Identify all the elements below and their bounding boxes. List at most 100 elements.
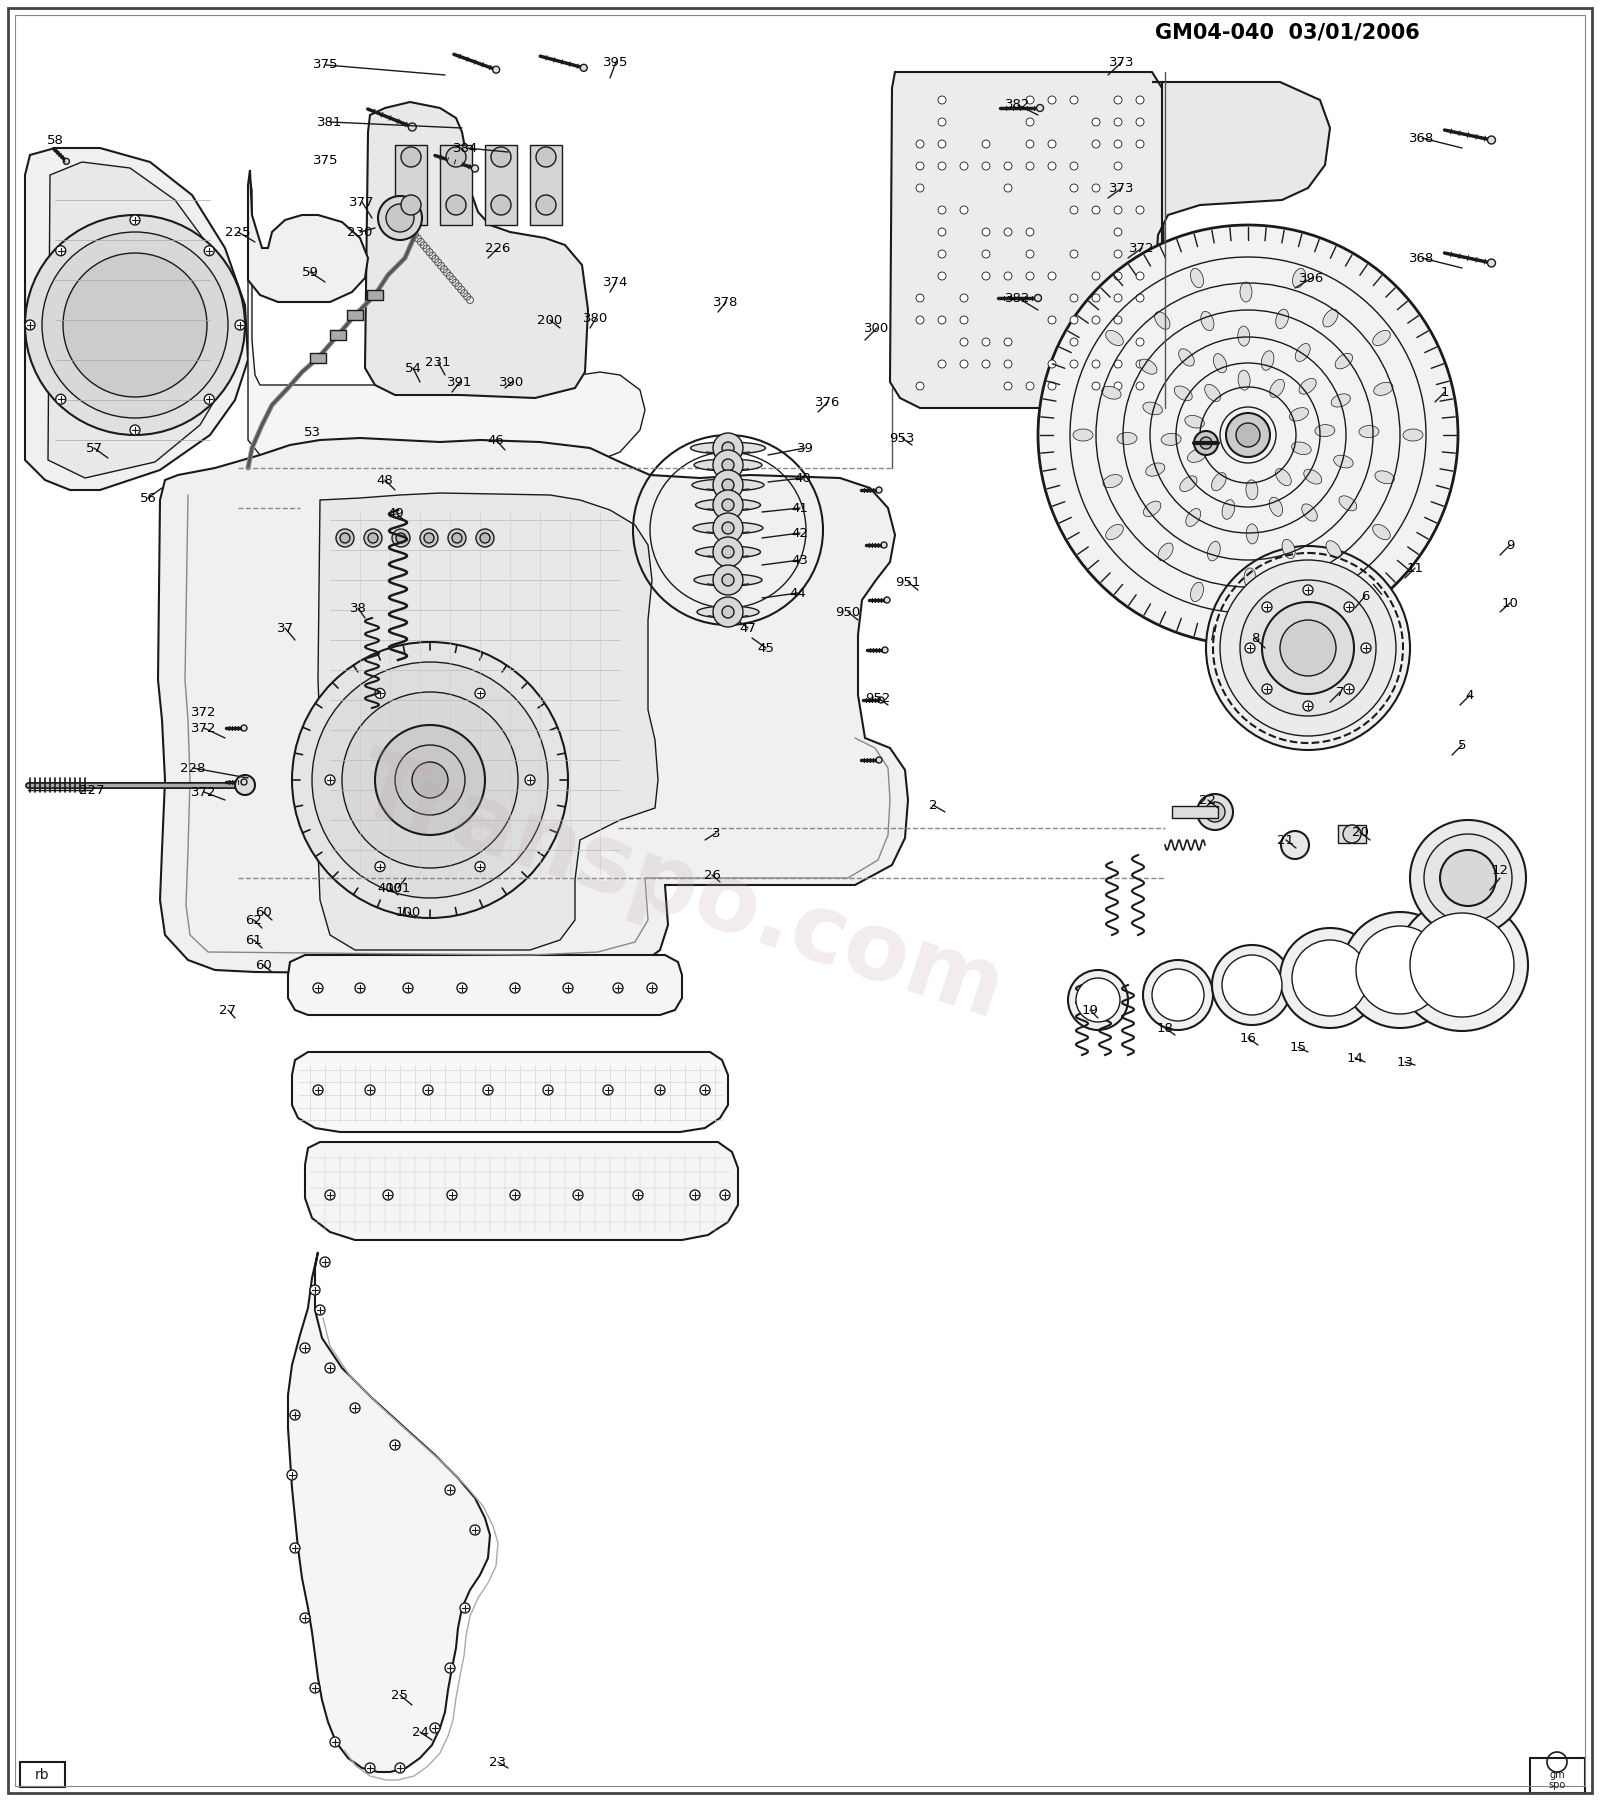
Circle shape — [982, 140, 990, 148]
Circle shape — [878, 697, 883, 702]
Circle shape — [1302, 701, 1314, 711]
Circle shape — [1005, 272, 1013, 279]
Circle shape — [960, 339, 968, 346]
Circle shape — [493, 67, 499, 74]
Circle shape — [1026, 250, 1034, 258]
Text: 56: 56 — [139, 492, 157, 504]
Circle shape — [56, 245, 66, 256]
Circle shape — [1280, 620, 1336, 675]
Bar — [366, 290, 382, 301]
Circle shape — [130, 214, 139, 225]
Circle shape — [1136, 360, 1144, 367]
Circle shape — [1048, 315, 1056, 324]
Ellipse shape — [1261, 351, 1274, 371]
Text: 15: 15 — [1290, 1041, 1307, 1054]
Ellipse shape — [1238, 371, 1250, 391]
Text: 391: 391 — [448, 375, 472, 389]
Ellipse shape — [1315, 425, 1334, 436]
Circle shape — [1091, 315, 1101, 324]
Circle shape — [1070, 184, 1078, 193]
Circle shape — [1136, 339, 1144, 346]
Ellipse shape — [1102, 385, 1122, 400]
Text: 200: 200 — [538, 313, 563, 326]
Polygon shape — [306, 1142, 738, 1241]
Ellipse shape — [1290, 407, 1309, 421]
Circle shape — [960, 315, 968, 324]
Circle shape — [458, 983, 467, 992]
Circle shape — [1114, 119, 1122, 126]
Circle shape — [1293, 940, 1368, 1016]
Circle shape — [56, 394, 66, 403]
Ellipse shape — [1334, 456, 1354, 468]
Circle shape — [938, 229, 946, 236]
Circle shape — [613, 983, 622, 992]
Circle shape — [491, 195, 510, 214]
Ellipse shape — [1200, 312, 1214, 331]
Circle shape — [938, 272, 946, 279]
Circle shape — [378, 196, 422, 240]
Polygon shape — [1152, 83, 1330, 358]
Circle shape — [26, 321, 35, 330]
Ellipse shape — [1144, 501, 1162, 517]
Circle shape — [368, 533, 378, 542]
Circle shape — [397, 533, 406, 542]
Circle shape — [714, 470, 742, 501]
Text: 45: 45 — [757, 641, 774, 654]
Circle shape — [938, 360, 946, 367]
Text: 368: 368 — [1410, 131, 1435, 144]
Circle shape — [325, 1363, 334, 1372]
Ellipse shape — [1331, 394, 1350, 407]
Ellipse shape — [691, 441, 765, 454]
Circle shape — [1342, 911, 1458, 1028]
Text: 49: 49 — [387, 506, 405, 519]
Ellipse shape — [1179, 349, 1194, 366]
Circle shape — [1005, 382, 1013, 391]
Circle shape — [720, 1190, 730, 1199]
Ellipse shape — [1270, 380, 1285, 398]
Circle shape — [402, 148, 421, 167]
Circle shape — [448, 529, 466, 548]
Text: 54: 54 — [405, 362, 421, 375]
Text: 40: 40 — [795, 472, 811, 484]
Text: 47: 47 — [739, 621, 757, 634]
Ellipse shape — [1269, 497, 1283, 517]
Circle shape — [290, 1543, 301, 1552]
Circle shape — [1005, 229, 1013, 236]
Circle shape — [510, 983, 520, 992]
Circle shape — [1302, 585, 1314, 594]
Text: 11: 11 — [1406, 562, 1424, 575]
Circle shape — [320, 1257, 330, 1266]
Circle shape — [1114, 294, 1122, 303]
Circle shape — [510, 1190, 520, 1199]
Circle shape — [938, 250, 946, 258]
Circle shape — [1026, 272, 1034, 279]
Ellipse shape — [1374, 382, 1394, 396]
Circle shape — [339, 533, 350, 542]
Circle shape — [1342, 825, 1362, 843]
Circle shape — [1114, 140, 1122, 148]
Circle shape — [235, 321, 245, 330]
Circle shape — [365, 529, 382, 548]
Ellipse shape — [698, 605, 758, 618]
Circle shape — [1091, 360, 1101, 367]
Text: 3: 3 — [712, 827, 720, 839]
Text: 24: 24 — [411, 1725, 429, 1738]
Circle shape — [242, 780, 246, 785]
Circle shape — [374, 726, 485, 836]
Text: 225: 225 — [226, 225, 251, 238]
Circle shape — [342, 692, 518, 868]
Text: 13: 13 — [1397, 1055, 1413, 1068]
Circle shape — [314, 1084, 323, 1095]
Ellipse shape — [1299, 378, 1317, 394]
Polygon shape — [365, 103, 589, 398]
Circle shape — [1026, 95, 1034, 104]
Circle shape — [355, 983, 365, 992]
Text: 6: 6 — [1362, 589, 1370, 603]
Ellipse shape — [1186, 508, 1200, 526]
Circle shape — [446, 1190, 458, 1199]
Circle shape — [883, 596, 890, 603]
Ellipse shape — [1238, 326, 1250, 346]
Ellipse shape — [1373, 524, 1390, 540]
Ellipse shape — [1186, 416, 1205, 429]
Circle shape — [374, 688, 386, 699]
